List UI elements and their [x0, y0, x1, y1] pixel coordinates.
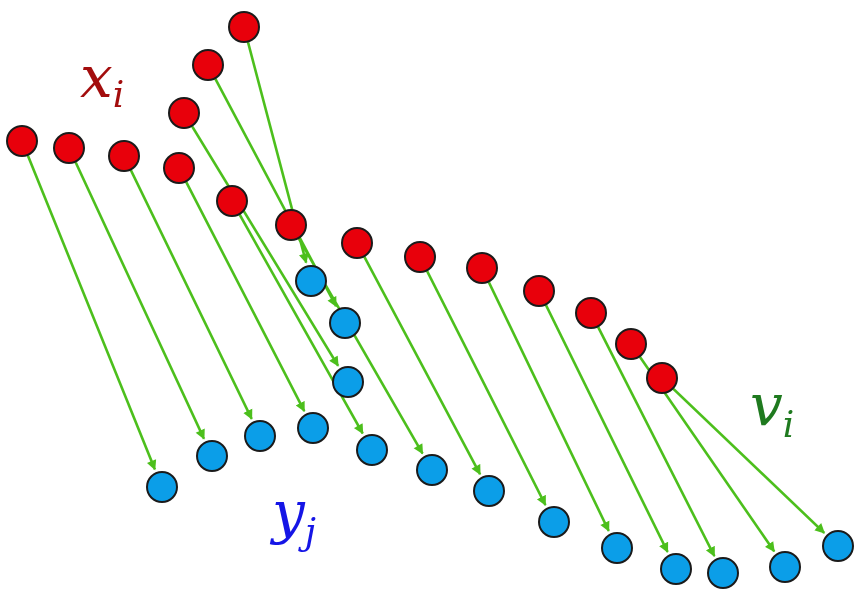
target-label-main: y: [269, 478, 306, 546]
target-point-9: [416, 454, 448, 486]
displacement-arrow-16: [672, 388, 826, 534]
target-point-7: [297, 412, 329, 444]
source-label: xi: [80, 43, 124, 116]
source-point-9: [275, 209, 307, 241]
source-point-12: [466, 252, 498, 284]
source-point-14: [575, 297, 607, 329]
source-point-8: [216, 185, 248, 217]
target-point-5: [196, 440, 228, 472]
vector-label-subscript: i: [783, 405, 795, 446]
displacement-arrow-5: [74, 161, 206, 440]
target-point-4: [146, 471, 178, 503]
displacement-arrow-12: [487, 281, 610, 532]
source-point-7: [163, 152, 195, 184]
source-point-15: [615, 328, 647, 360]
source-point-1: [228, 11, 260, 43]
target-point-2: [329, 307, 361, 339]
source-point-4: [6, 125, 38, 157]
vector-label-main: v: [750, 371, 783, 439]
target-point-10: [473, 475, 505, 507]
source-point-16: [646, 362, 678, 394]
target-point-3: [332, 366, 364, 398]
source-label-main: x: [80, 43, 113, 111]
target-point-16: [822, 530, 854, 562]
source-points: [6, 11, 678, 394]
target-point-11: [538, 506, 570, 538]
displacement-arrow-13: [544, 304, 669, 553]
target-point-6: [244, 420, 276, 452]
target-point-12: [601, 532, 633, 564]
target-point-15: [769, 551, 801, 583]
target-points: [146, 265, 854, 589]
source-point-2: [192, 49, 224, 81]
source-point-6: [108, 140, 140, 172]
source-point-10: [341, 227, 373, 259]
target-point-8: [356, 434, 388, 466]
displacement-arrow-3: [191, 125, 340, 367]
source-point-11: [404, 241, 436, 273]
target-point-1: [295, 265, 327, 297]
displacement-arrows: [26, 42, 826, 557]
source-point-13: [523, 275, 555, 307]
displacement-arrow-10: [363, 256, 482, 476]
displacement-arrow-8: [238, 214, 364, 435]
target-label: yj: [269, 478, 316, 553]
displacement-arrow-4: [26, 155, 157, 471]
target-point-13: [660, 553, 692, 585]
displacement-arrow-7: [185, 181, 306, 412]
source-point-5: [53, 132, 85, 164]
source-label-subscript: i: [113, 75, 125, 116]
displacement-arrow-6: [129, 169, 253, 420]
source-point-3: [168, 97, 200, 129]
displacement-arrow-14: [597, 326, 716, 557]
target-point-14: [707, 557, 739, 589]
vector-label: vi: [750, 371, 794, 446]
displacement-arrow-11: [426, 270, 547, 506]
